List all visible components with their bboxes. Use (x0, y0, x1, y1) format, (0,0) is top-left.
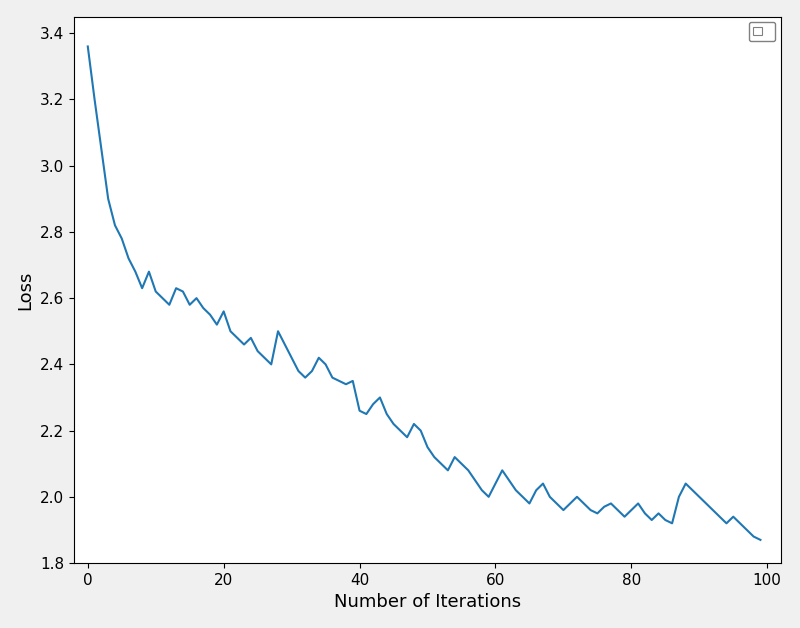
Legend:  (749, 22, 775, 41)
X-axis label: Number of Iterations: Number of Iterations (334, 593, 521, 611)
Y-axis label: Loss: Loss (17, 270, 34, 310)
